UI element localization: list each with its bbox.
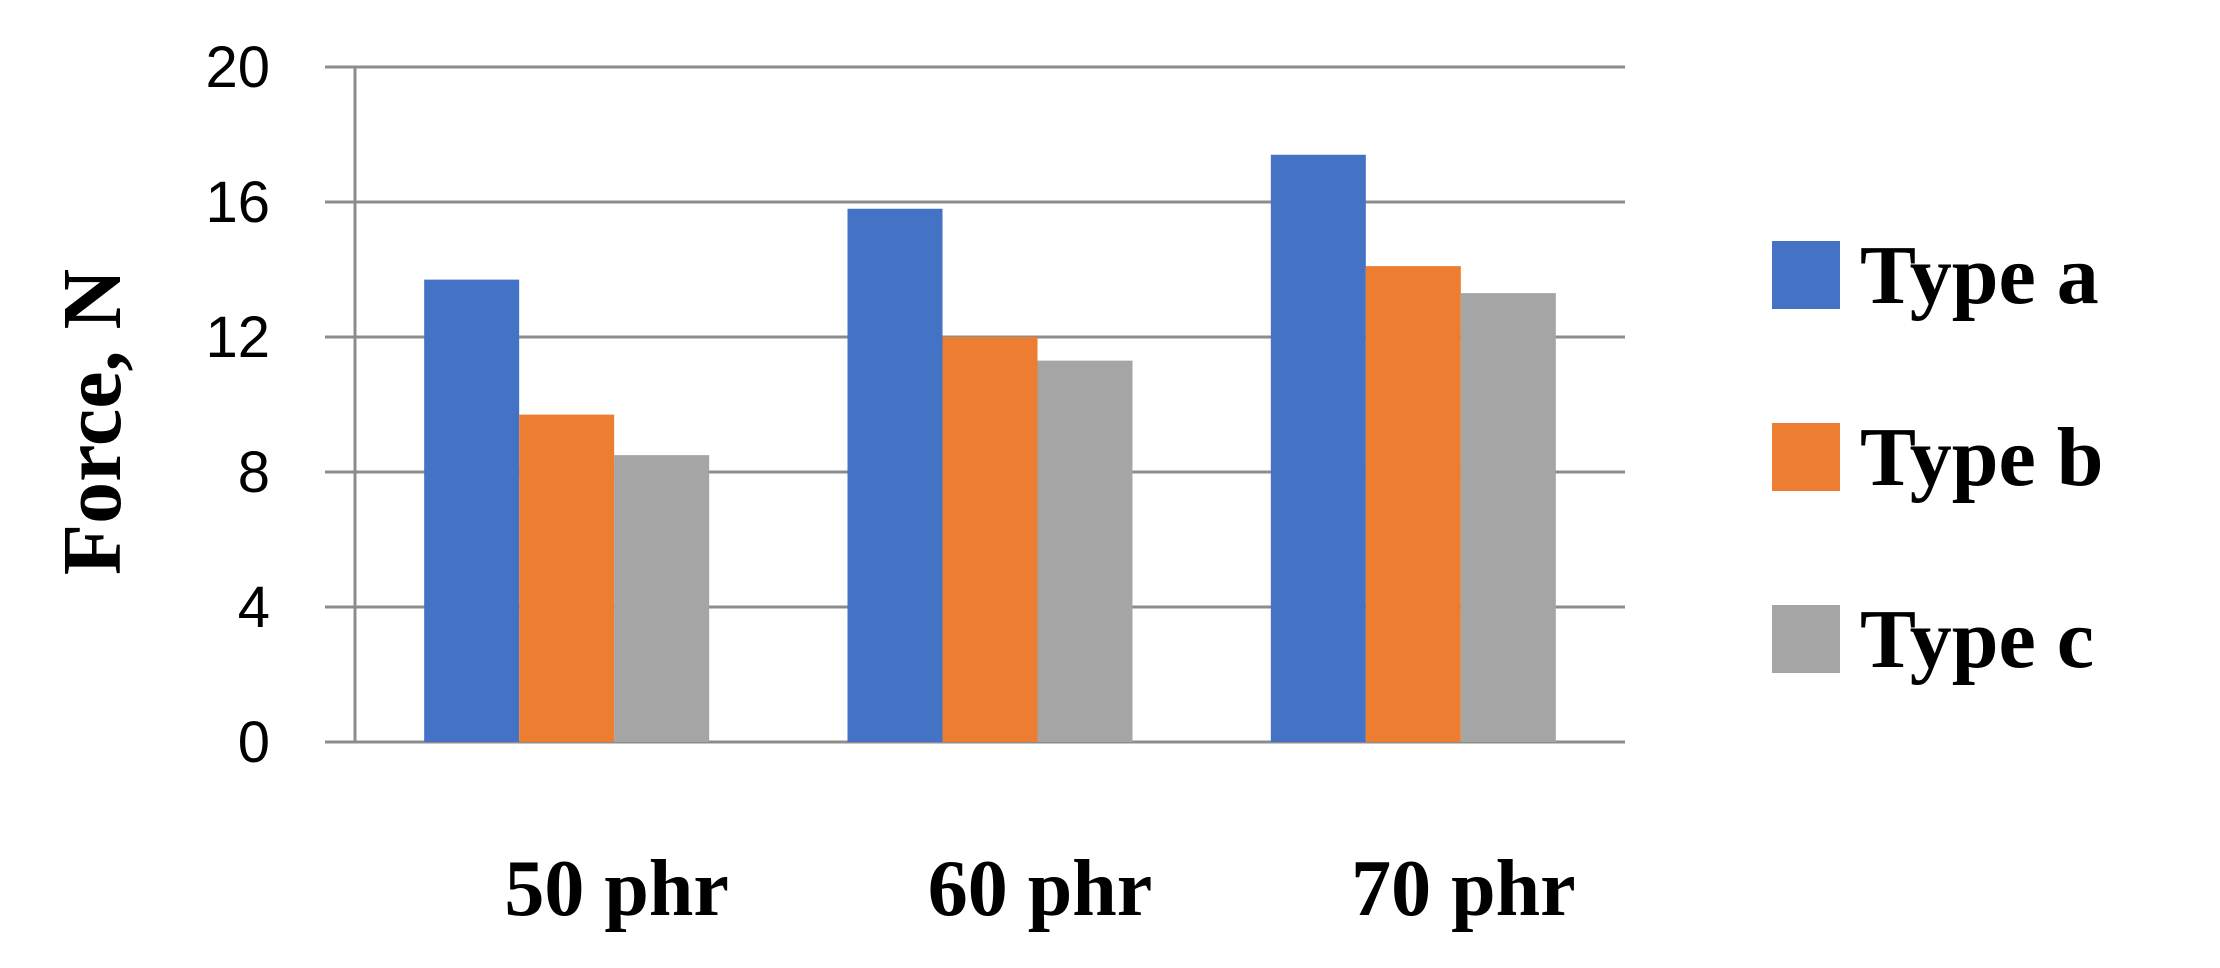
legend-swatch [1772,241,1840,309]
legend-swatch [1772,605,1840,673]
legend-label: Type c [1860,593,2094,686]
x-category-label: 70 phr [1351,845,1576,933]
y-tick-labels: 0 4 8 12 16 20 [205,35,270,775]
bar-type-b-60-phr [942,337,1038,742]
y-axis-label: Force, N [46,269,139,575]
bars [424,154,1556,742]
legend: Type a Type b Type c [1772,229,2104,686]
bar-type-c-60-phr [1037,360,1133,742]
x-category-label: 60 phr [928,845,1153,933]
bar-type-c-50-phr [614,455,710,742]
legend-label: Type b [1860,411,2104,504]
x-category-label: 50 phr [504,845,729,933]
y-tick-label: 12 [205,305,270,370]
y-tick-label: 20 [205,35,270,100]
bar-type-b-50-phr [519,414,615,742]
axes [325,65,357,744]
bar-type-a-50-phr [424,279,520,742]
bar-type-c-70-phr [1460,293,1556,742]
bar-type-a-60-phr [847,208,943,742]
bar-type-a-70-phr [1270,154,1366,742]
y-tick-label: 4 [238,575,270,640]
bar-type-b-70-phr [1365,266,1461,742]
y-tick-label: 16 [205,170,270,235]
legend-swatch [1772,423,1840,491]
y-tick-label: 0 [238,710,270,775]
legend-label: Type a [1860,229,2099,322]
y-tick-label: 8 [238,440,270,505]
x-category-labels: 50 phr 60 phr 70 phr [504,845,1575,933]
